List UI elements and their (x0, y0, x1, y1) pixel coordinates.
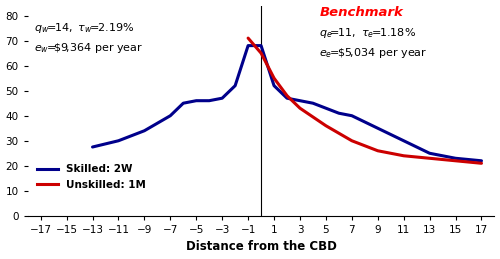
Legend: Skilled: 2W, Unskilled: 1M: Skilled: 2W, Unskilled: 1M (33, 160, 150, 194)
Text: $e_e\!\!=\!\!\$5\!,\!034\ \mathrm{per\ year}$: $e_e\!\!=\!\!\$5\!,\!034\ \mathrm{per\ y… (320, 46, 428, 60)
Text: $q_e\!\!=\!\!11,\ \tau_e\!\!=\!\!1.18\%$: $q_e\!\!=\!\!11,\ \tau_e\!\!=\!\!1.18\%$ (320, 26, 416, 40)
Text: $q_w\!\!=\!\!14,\ \tau_w\!\!=\!\!2.19\%$: $q_w\!\!=\!\!14,\ \tau_w\!\!=\!\!2.19\%$ (34, 20, 134, 35)
Text: Benchmark: Benchmark (320, 5, 404, 19)
Text: $e_w\!\!=\!\!\$9\!,\!364\ \mathrm{per\ year}$: $e_w\!\!=\!\!\$9\!,\!364\ \mathrm{per\ y… (34, 41, 144, 55)
X-axis label: Distance from the CBD: Distance from the CBD (186, 240, 336, 254)
